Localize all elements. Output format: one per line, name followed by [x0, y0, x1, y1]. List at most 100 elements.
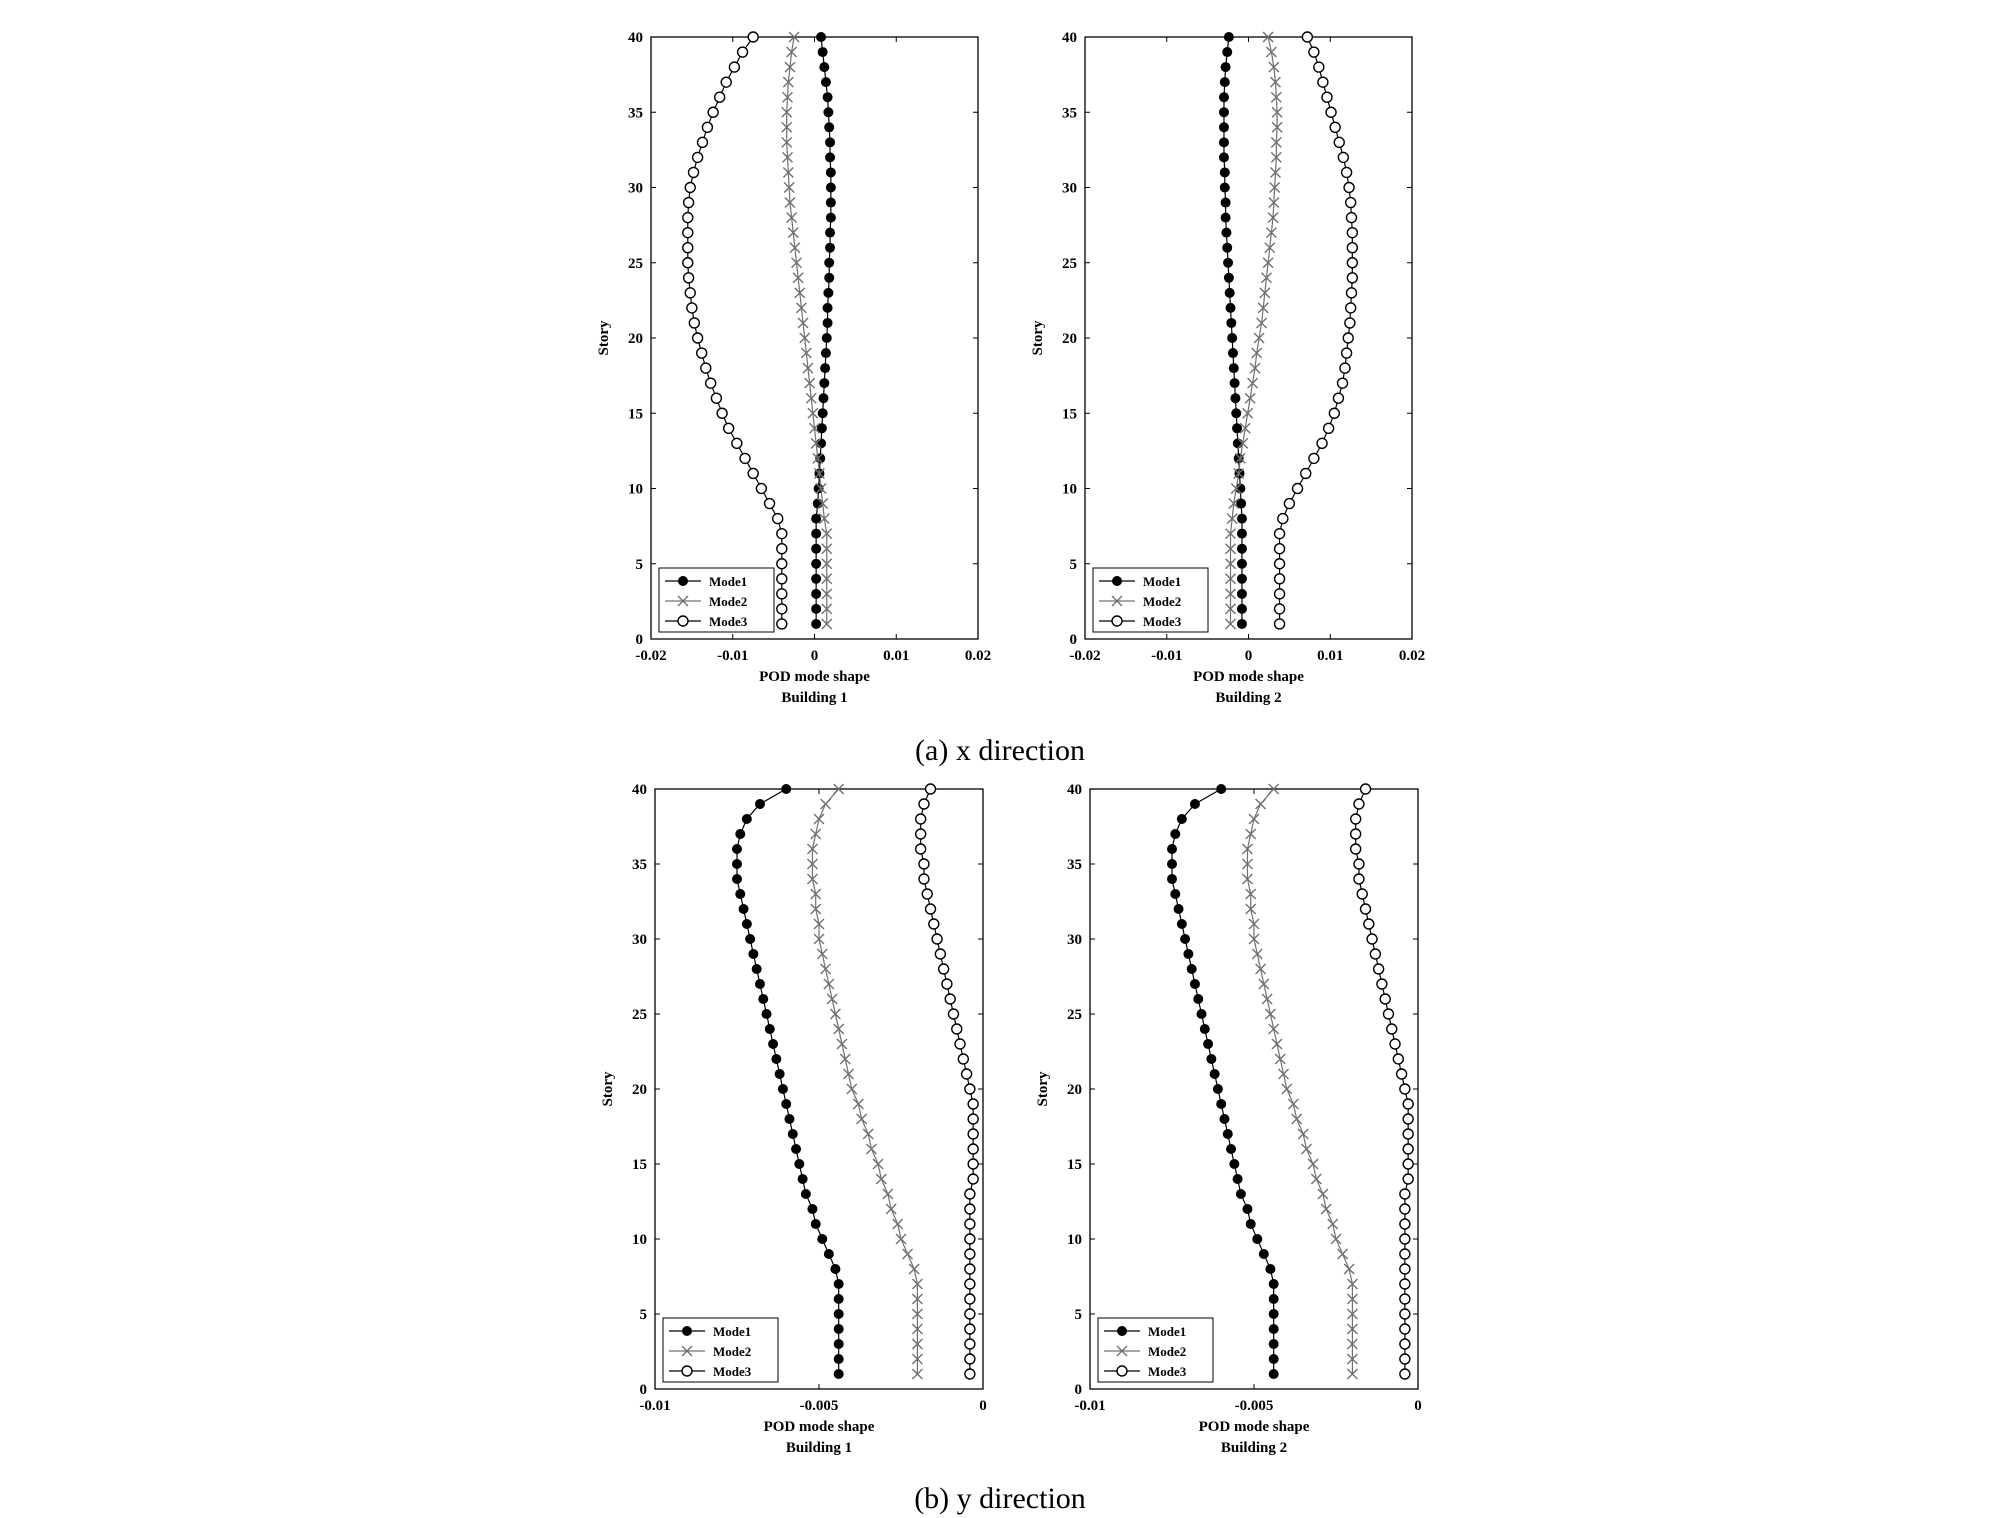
data-point [811, 543, 822, 554]
data-point [722, 422, 735, 434]
data-point [1225, 603, 1237, 615]
data-point [941, 978, 953, 990]
data-point [1399, 1308, 1411, 1320]
data-point [1226, 317, 1237, 328]
series-mode2 [781, 31, 833, 630]
data-point [821, 543, 833, 555]
data-point [1269, 182, 1281, 193]
data-point [1226, 1144, 1237, 1154]
data-point [1273, 603, 1286, 615]
data-point [684, 181, 696, 194]
data-point [794, 287, 806, 299]
data-point [696, 136, 709, 149]
data-point [833, 1294, 844, 1304]
data-point [1241, 873, 1253, 885]
data-point [786, 212, 798, 224]
data-point [1268, 1279, 1279, 1289]
data-point [816, 438, 827, 449]
data-point [813, 483, 824, 494]
data-point [892, 1218, 904, 1230]
data-point [795, 302, 807, 314]
legend-label: Mode3 [713, 1364, 752, 1379]
data-point [701, 121, 714, 134]
data-point [1399, 1353, 1411, 1365]
data-point [1199, 1024, 1210, 1034]
data-point [781, 136, 793, 148]
data-point [1389, 1038, 1401, 1050]
chart-top-right: 0 5 10 15 20 25 30 35 40 -0.02 -0.01 0 0.01 0.02 POD m… [1030, 30, 1425, 706]
series-line [1355, 788, 1409, 1374]
data-point [745, 934, 756, 944]
data-point [1287, 1098, 1299, 1110]
data-point [1402, 1128, 1414, 1140]
data-point [776, 603, 788, 615]
data-point [821, 618, 833, 630]
data-point [829, 1008, 841, 1020]
data-point [1399, 1203, 1411, 1215]
x-tick-label: 0 [1414, 1398, 1422, 1414]
data-point [1264, 242, 1276, 254]
y-tick-label: 20 [632, 1082, 647, 1098]
data-point [928, 918, 940, 930]
x-axis-label: POD mode shape [759, 669, 870, 685]
data-point [852, 1098, 864, 1110]
y-tick-label: 35 [1062, 105, 1077, 121]
series-line [1246, 788, 1354, 1374]
data-point [1248, 918, 1260, 930]
data-point [788, 31, 800, 43]
data-point [914, 828, 927, 840]
data-point [825, 182, 836, 193]
data-point [789, 242, 801, 254]
data-point [1366, 933, 1378, 945]
data-point [810, 828, 822, 840]
data-point [964, 1323, 976, 1335]
data-point [911, 1278, 923, 1290]
y-tick-label: 5 [640, 1307, 648, 1323]
data-point [1218, 92, 1229, 103]
data-point [1346, 241, 1359, 254]
data-point [787, 1129, 798, 1139]
data-point [823, 1249, 834, 1259]
y-tick-label: 40 [628, 30, 643, 46]
data-point [821, 558, 833, 570]
data-point [1270, 91, 1282, 103]
legend: Mode1 Mode2 Mode3 [1097, 1317, 1214, 1383]
data-point [741, 919, 752, 929]
data-point [797, 317, 809, 329]
data-point [836, 1038, 848, 1050]
series-mode1 [1167, 784, 1279, 1379]
legend-marker [677, 595, 689, 607]
data-point [776, 618, 788, 630]
data-point [1281, 1083, 1293, 1095]
data-point [794, 1159, 805, 1169]
data-point [783, 182, 795, 193]
data-point [1300, 467, 1312, 480]
data-point [1268, 1354, 1279, 1364]
data-point [816, 423, 827, 434]
series-mode1 [732, 784, 844, 1379]
data-point [781, 784, 792, 794]
data-point [967, 1173, 979, 1185]
data-point [816, 948, 828, 960]
data-point [807, 407, 819, 419]
data-point [1229, 378, 1240, 389]
data-point [787, 227, 799, 239]
x-tick-label: 0.02 [1399, 648, 1425, 664]
legend-label: Mode2 [713, 1344, 751, 1359]
data-point [1337, 151, 1350, 164]
y-axis-label: Story [1030, 320, 1046, 355]
data-point [825, 197, 836, 208]
y-axis-label: Story [596, 320, 612, 355]
y-tick-label: 35 [628, 105, 643, 121]
data-point [784, 197, 796, 209]
plot-frame [1084, 36, 1413, 640]
data-point [1402, 1158, 1414, 1170]
data-point [823, 287, 834, 298]
y-tick-label: 40 [1067, 782, 1082, 798]
data-point [819, 378, 830, 389]
y-tick-label: 10 [632, 1232, 647, 1248]
series-line [687, 36, 783, 624]
data-point [967, 1113, 979, 1125]
data-point [824, 272, 835, 283]
data-point [1353, 858, 1365, 870]
